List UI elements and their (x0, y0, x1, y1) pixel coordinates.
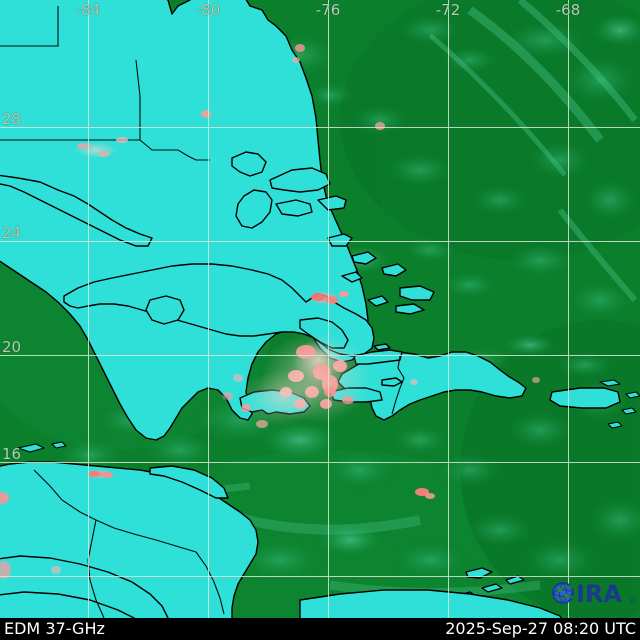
cira-logo: IRA ® (552, 580, 636, 608)
land-puerto-rico (549, 387, 621, 409)
political-borders (0, 6, 405, 618)
land-south-america-edge (299, 589, 562, 618)
gridline-lat-16 (0, 462, 640, 463)
gridline-lon--76 (328, 0, 329, 618)
land-bahamas (231, 151, 435, 315)
land-tortuga-island (373, 343, 391, 351)
timestamp-label: 2025-Sep-27 08:20 UTC (445, 619, 636, 638)
gridline-lat-28 (0, 127, 640, 128)
sensor-label: EDM 37-GHz (4, 619, 105, 638)
gridline-lat-24 (0, 241, 640, 242)
land-lower-left-coast (0, 591, 136, 618)
status-bar: EDM 37-GHz 2025-Sep-27 08:20 UTC (0, 618, 640, 640)
land-mississippi-delta (0, 174, 153, 247)
satellite-image-canvas: -84 -80 -76 -72 -68 28 24 20 16 IRA ® (0, 0, 640, 618)
gridline-lon--80 (208, 0, 209, 618)
svg-text:IRA: IRA (576, 580, 622, 608)
satellite-37ghz-imagery (0, 0, 640, 618)
land-isla-de-la-juventud (145, 295, 185, 325)
gridline-lon--72 (448, 0, 449, 618)
gridline-lon--84 (88, 0, 89, 618)
gridline-lat-20 (0, 355, 640, 356)
land-gonave-island (381, 377, 403, 387)
gridline-lon--68 (568, 0, 569, 618)
land-bay-islands (17, 441, 67, 453)
gridline-lat-12 (0, 576, 640, 577)
svg-text:®: ® (629, 597, 636, 605)
land-virgin-islands (599, 379, 640, 429)
